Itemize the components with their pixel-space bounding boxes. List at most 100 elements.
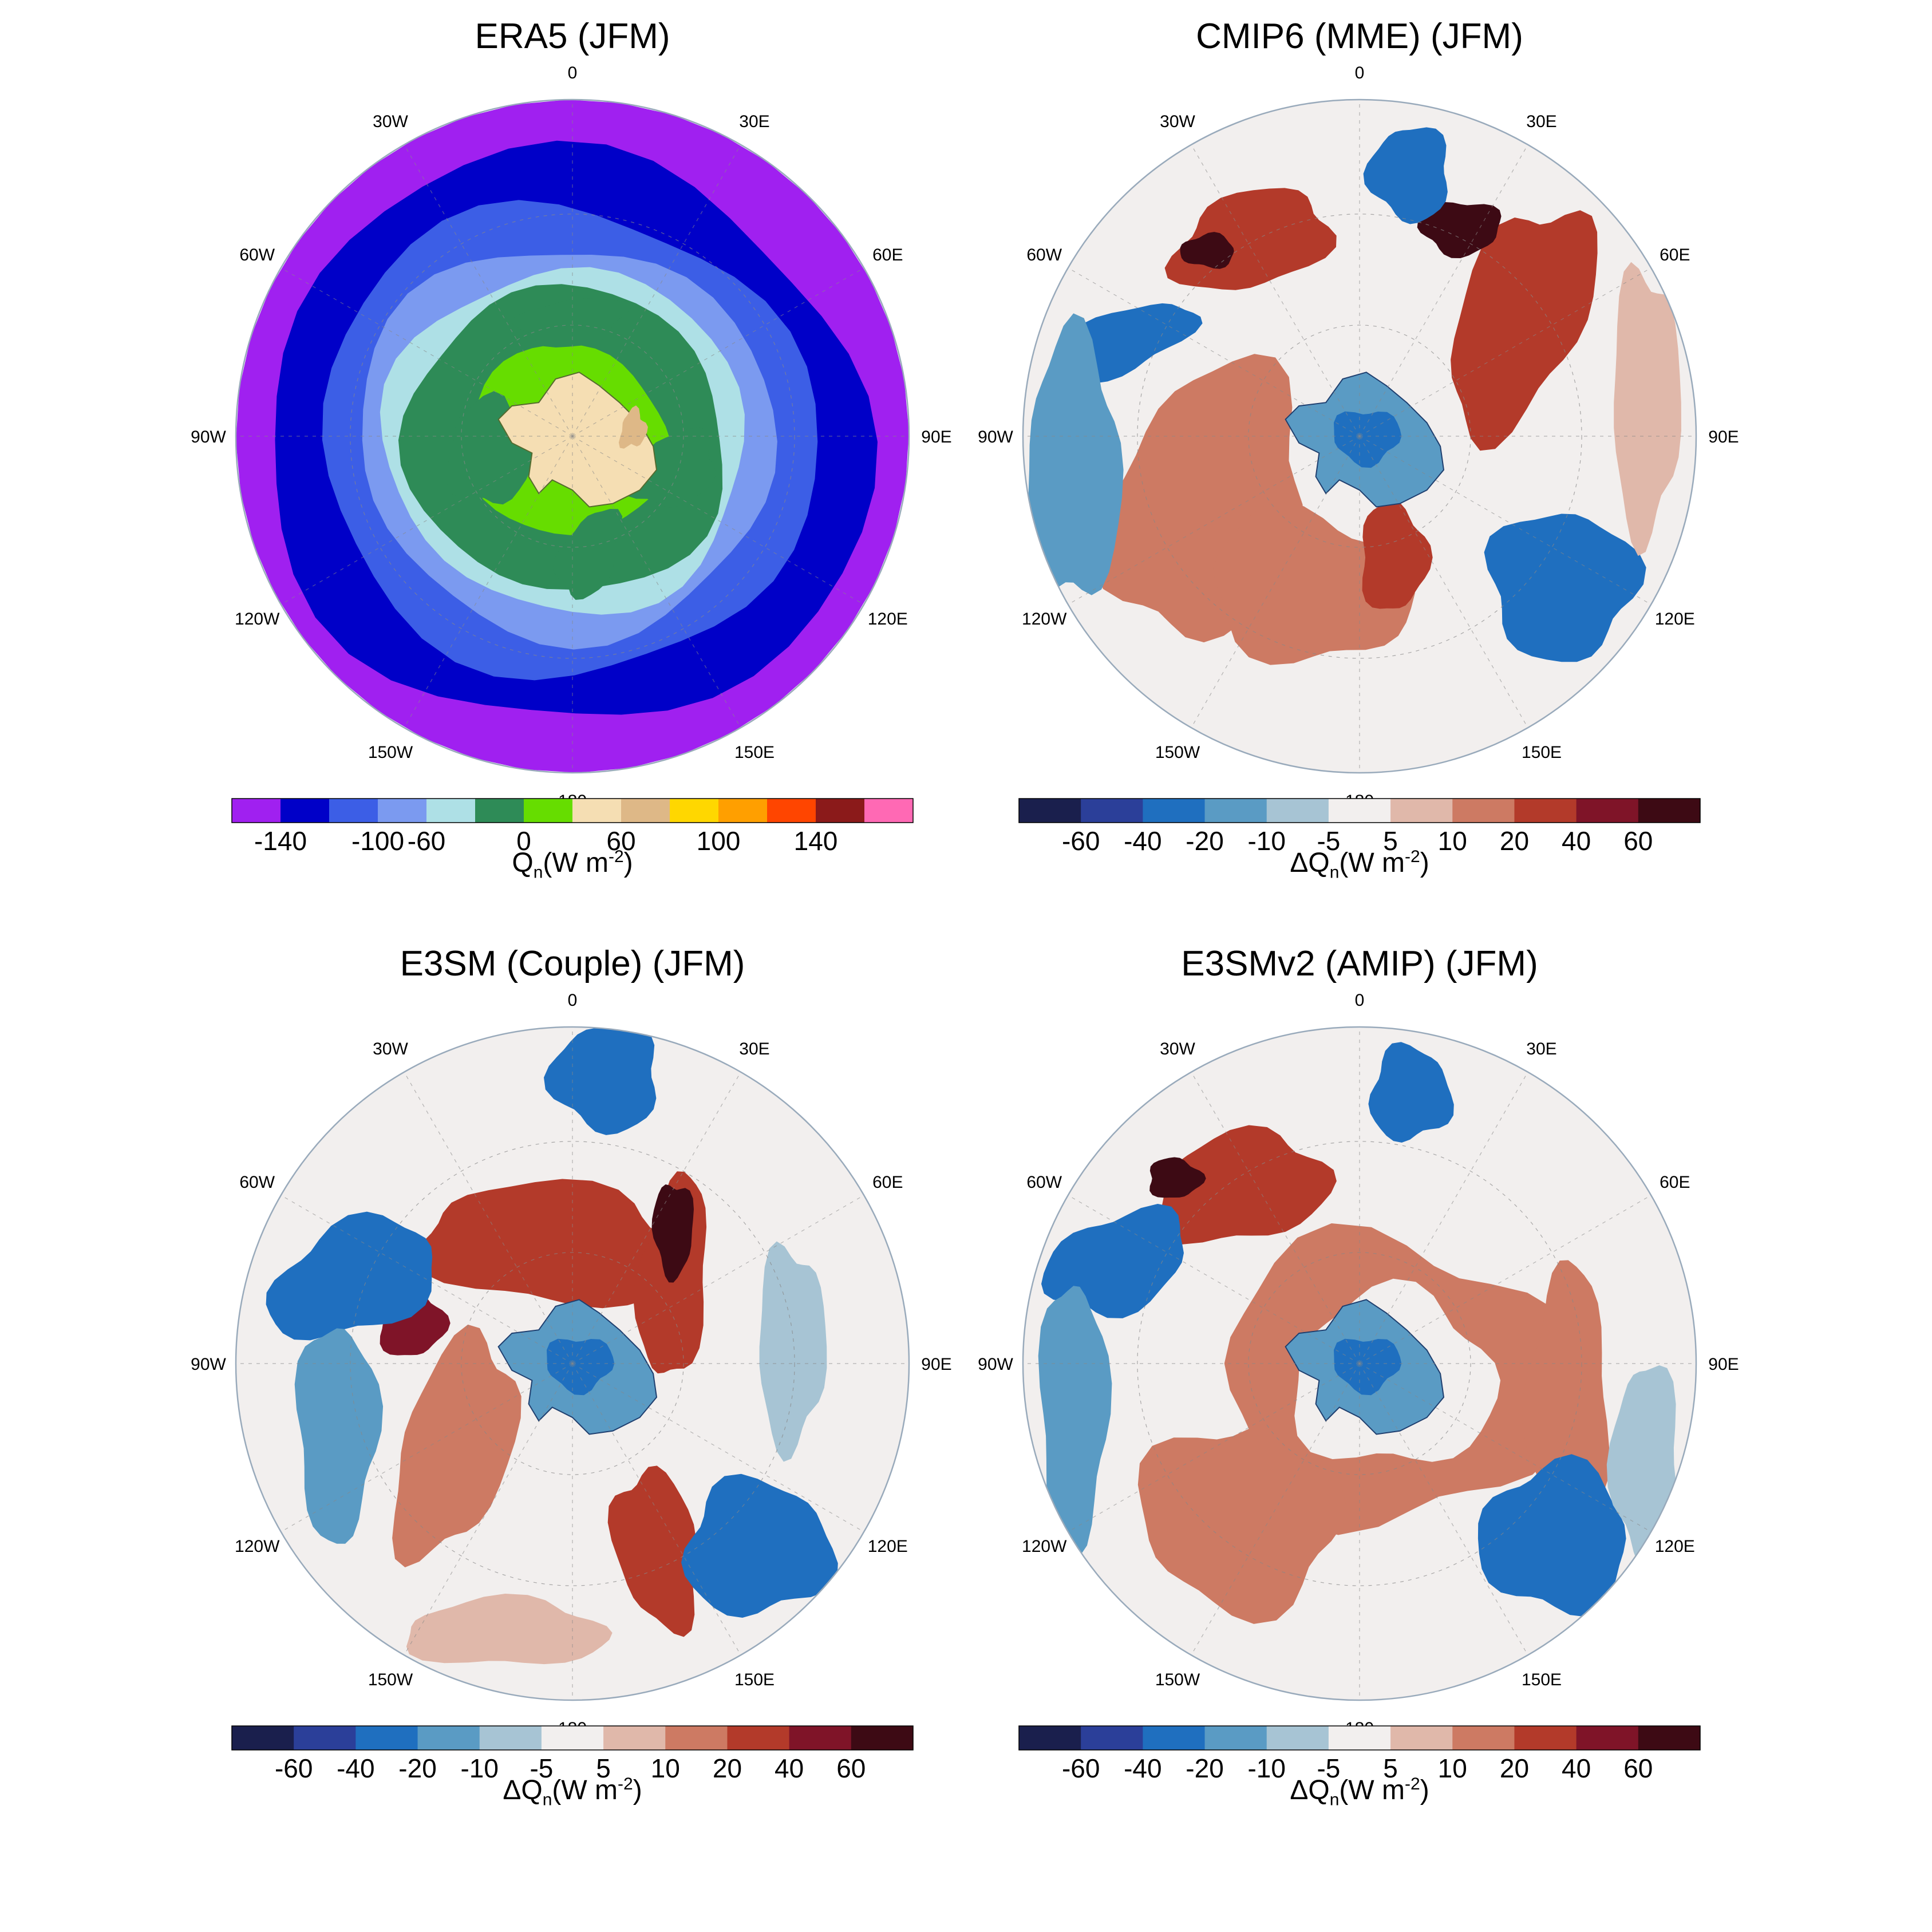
map-boundary [235, 1026, 910, 1701]
colorbar-swatch [727, 1726, 790, 1750]
colorbar-title: ΔQn(W m-2) [172, 1775, 973, 1810]
colorbar-swatch [1638, 799, 1701, 823]
colorbar-swatch [603, 1726, 666, 1750]
colorbar-swatch [1143, 799, 1206, 823]
longitude-label: 0 [568, 991, 578, 1010]
cb-title-unit: (W m [543, 848, 609, 878]
contour-patch [1451, 210, 1598, 451]
longitude-label: 60W [239, 246, 275, 264]
cb-title-unit: (W m [1339, 848, 1405, 878]
polar-map: 030E60E90E120E150E180150W120W90W60W30W-6… [191, 991, 952, 1783]
colorbar-swatch [426, 799, 476, 823]
contour-patch [266, 1211, 433, 1341]
colorbar-swatch [1204, 799, 1267, 823]
cb-title-sup: -2 [608, 847, 624, 866]
colorbar-title: Qn(W m-2) [172, 847, 973, 883]
colorbar-swatch [572, 799, 622, 823]
longitude-label: 150W [1155, 1670, 1200, 1689]
colorbar-swatch [1390, 1726, 1453, 1750]
antarctica-landmass [497, 372, 658, 508]
longitude-label: 60E [1660, 1173, 1690, 1192]
longitude-label: 120E [1655, 610, 1695, 629]
longitude-label: 120E [868, 1537, 908, 1556]
colorbar-swatch [1452, 1726, 1515, 1750]
colorbar-swatch [665, 1726, 728, 1750]
longitude-label: 60E [872, 246, 903, 264]
colorbar-swatch [479, 1726, 542, 1750]
colorbar-tick-label: 20 [1500, 826, 1529, 856]
colorbar-swatch [670, 799, 719, 823]
contour-patch [651, 1184, 694, 1283]
longitude-label: 150E [734, 1670, 775, 1689]
colorbar-swatch [789, 1726, 852, 1750]
panel-title: CMIP6 (MME) (JFM) [1196, 17, 1523, 56]
colorbar-swatch [1204, 1726, 1267, 1750]
map-boundary [1022, 98, 1697, 774]
colorbar-tick-label: 0 [516, 826, 531, 856]
contour-patch [547, 1338, 615, 1396]
longitude-label: 90E [921, 1355, 951, 1374]
longitude-label: 150E [1522, 743, 1562, 762]
longitude-label: 30E [739, 112, 769, 131]
colorbar-swatch [232, 799, 281, 823]
longitude-label: 90W [191, 428, 226, 447]
colorbar-swatch [329, 799, 378, 823]
colorbar-tick-label: 60 [1623, 1753, 1653, 1783]
panel-cmip6: CMIP6 (MME) (JFM) 030E60E90E120E150E1801… [959, 0, 1760, 887]
field-layer [236, 1027, 909, 1700]
colorbar-tick-label: -60 [408, 826, 445, 856]
contour-patch [413, 1179, 700, 1309]
colorbar-swatch [1452, 799, 1515, 823]
contour-patch [1038, 1286, 1112, 1555]
contour-patch [759, 1241, 827, 1462]
colorbar-swatch [1143, 1726, 1206, 1750]
contour-patch [392, 1324, 521, 1567]
colorbar-tick-label: -5 [1317, 1753, 1340, 1783]
colorbar-swatch [1266, 799, 1329, 823]
colorbar-swatch [1019, 1726, 1081, 1750]
cb-title-sub: n [533, 863, 543, 882]
contour-patch [618, 405, 648, 449]
colorbar-swatch [1019, 799, 1081, 823]
colorbar-swatch [1576, 1726, 1639, 1750]
contour-patch [1368, 1042, 1454, 1143]
longitude-label: 30W [1160, 112, 1195, 131]
longitude-label: 60W [239, 1173, 275, 1192]
panel-title: E3SM (Couple) (JFM) [400, 944, 745, 983]
colorbar-tick-label: 20 [1500, 1753, 1529, 1783]
colorbar: -140 -100 -60 0 60 100 140 [231, 798, 914, 856]
contour-patch [1363, 127, 1448, 224]
colorbar-tick-label: 140 [794, 826, 838, 856]
field-layer [1023, 100, 1696, 773]
colorbar-swatch [718, 799, 768, 823]
contour-patch [1334, 1338, 1402, 1396]
longitude-label: 90E [921, 428, 951, 447]
longitude-label: 120W [235, 1537, 280, 1556]
colorbar-tick-label: 10 [651, 1753, 680, 1783]
colorbar-swatch [864, 799, 914, 823]
colorbar-swatch [816, 799, 865, 823]
contour-patch [1149, 1157, 1206, 1198]
colorbar-tick-label: 40 [1562, 1753, 1591, 1783]
colorbar-tick-label: 10 [1438, 826, 1467, 856]
colorbar-swatch [541, 1726, 604, 1750]
panel-e3smv2-amip: E3SMv2 (AMIP) (JFM) 030E60E90E120E150E18… [959, 927, 1760, 1815]
cb-title-unit: (W m [1339, 1775, 1405, 1805]
colorbar-swatch [1081, 799, 1143, 823]
colorbar-tick-label: 5 [1383, 1753, 1398, 1783]
longitude-label: 150W [368, 743, 413, 762]
longitude-label: 90W [978, 428, 1013, 447]
field-layer [1023, 1027, 1696, 1700]
longitude-label: 150W [1155, 743, 1200, 762]
longitude-label: 90E [1708, 1355, 1739, 1374]
colorbar-tick-label: 40 [1562, 826, 1591, 856]
contour-patch [1417, 202, 1502, 258]
cb-title-sup: -2 [618, 1775, 633, 1793]
colorbar-tick-label: -20 [398, 1753, 436, 1783]
longitude-label: 0 [568, 64, 578, 82]
colorbar-swatch [294, 1726, 356, 1750]
longitude-label: 60E [872, 1173, 903, 1192]
colorbar-title: ΔQn(W m-2) [959, 1775, 1760, 1810]
longitude-label: 150E [1522, 1670, 1562, 1689]
colorbar-tick-label: -10 [1247, 1753, 1285, 1783]
